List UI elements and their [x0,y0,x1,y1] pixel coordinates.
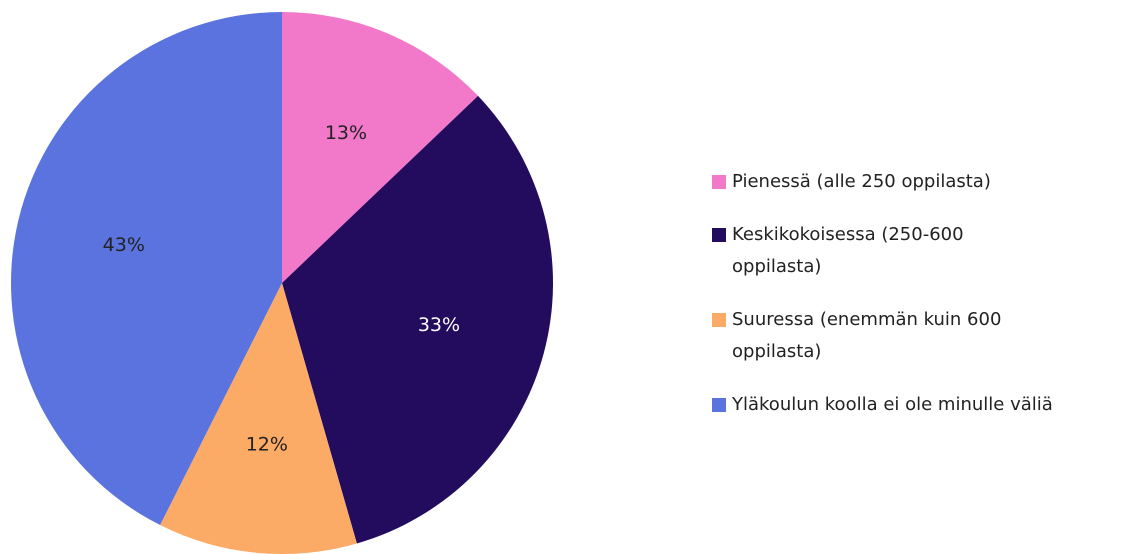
legend-swatch [712,175,726,189]
legend-swatch [712,398,726,412]
data-label: 13% [325,122,367,144]
data-label: 43% [103,234,145,256]
pie-slice [282,95,553,544]
legend: Pienessä (alle 250 oppilasta) Keskikokois… [712,166,1053,442]
legend-label: Suuressa (enemmän kuin 600 oppilasta) [732,309,1002,362]
data-label: 33% [418,314,460,336]
legend-item: Pienessä (alle 250 oppilasta) [712,166,1053,198]
pie-slice [160,283,357,554]
legend-label: Keskikokoisessa (250-600 oppilasta) [732,224,964,277]
legend-label: Yläkoulun koolla ei ole minulle väliä [732,394,1053,415]
legend-item: Suuressa (enemmän kuin 600 oppilasta) [712,304,1032,368]
data-label: 12% [246,433,288,455]
legend-item: Yläkoulun koolla ei ole minulle väliä [712,389,1053,421]
legend-swatch [712,228,726,242]
pie-slice [10,12,283,526]
legend-item: Keskikokoisessa (250-600 oppilasta) [712,219,1032,283]
legend-swatch [712,313,726,327]
legend-label: Pienessä (alle 250 oppilasta) [732,171,991,192]
pie-slice [282,12,479,283]
